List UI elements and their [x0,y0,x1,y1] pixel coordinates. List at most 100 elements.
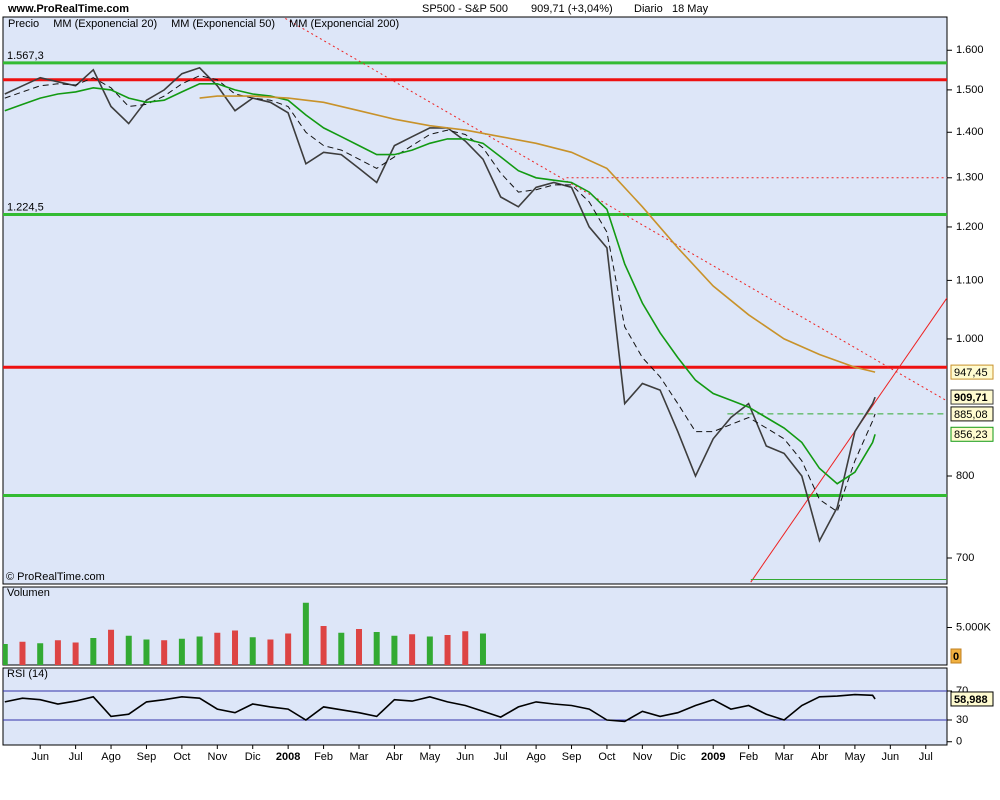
value-label-box [950,389,994,405]
x-tick-label: Feb [739,751,758,763]
x-tick-label: May [845,751,866,763]
panel [2,667,948,746]
volume-bar [19,641,26,665]
value-label-box [950,426,994,442]
site-name: www.ProRealTime.com [7,3,129,15]
volume-bar [285,633,292,665]
volume-bar [54,640,61,665]
y-tick-label: 5.000K [956,621,992,633]
volume-bar [143,639,150,665]
volume-bar [108,629,115,665]
x-tick-label: Oct [598,751,615,763]
legend-entry: MM (Exponencial 200) [289,18,399,30]
y-tick-label: 1.100 [956,274,984,286]
y-tick-label: 1.000 [956,333,984,345]
volume-bar [72,642,79,665]
x-tick-label: Sep [562,751,582,763]
trend-line [750,297,947,583]
value-label: 856,23 [954,429,988,441]
series-line [4,693,876,723]
volume-bar [444,635,451,665]
y-tick-label: 1.400 [956,126,984,138]
x-tick-label: Dic [245,751,261,763]
value-label-box [950,406,994,422]
quote: 909,71 (+3,04%) [531,3,613,15]
plot-area [3,18,947,583]
y-tick-label: 1.300 [956,172,984,184]
y-tick-label: 1.500 [956,84,984,96]
x-tick-label: 2009 [701,751,725,763]
volume-bar [90,638,97,665]
volume-bar [409,634,416,665]
volume-bar [37,643,44,665]
volume-bar [178,638,185,665]
value-label-box [950,364,994,380]
date: 18 May [672,3,709,15]
volume-bar [373,632,380,665]
volume-bar [338,632,345,665]
period: Diario [634,3,663,15]
footnote: © ProRealTime.com [6,571,105,583]
x-tick-label: Jul [69,751,83,763]
x-tick-label: Abr [811,751,828,763]
volume-bar [302,602,309,665]
volume-bar [355,629,362,665]
x-tick-label: Nov [633,751,653,763]
x-tick-label: May [419,751,440,763]
legend-entry: Precio [8,18,39,30]
x-tick-label: Sep [137,751,157,763]
x-tick-label: Jun [881,751,899,763]
level-label: 1.567,3 [7,50,44,62]
panel-title: Volumen [7,587,50,599]
value-label: 885,08 [954,409,988,421]
x-tick-label: Dic [670,751,686,763]
value-label-box [950,648,962,664]
volume-bar [320,626,327,665]
x-tick-label: Feb [314,751,333,763]
volume-bar [391,635,398,665]
volume-bar [462,631,469,665]
volume-bar [161,640,168,665]
x-tick-label: Mar [775,751,794,763]
value-label: 909,71 [954,392,988,404]
panel [2,586,948,666]
y-tick-label: 30 [956,714,968,726]
volume-bar [214,632,221,665]
volume-bar [125,635,132,665]
legend-entry: MM (Exponencial 50) [171,18,275,30]
plot-area [3,690,947,723]
plot-area [3,602,486,665]
y-tick-label: 1.200 [956,221,984,233]
volume-bar [232,630,239,665]
y-tick-label: 700 [956,552,974,564]
volume-bar [267,639,274,665]
value-label: 947,45 [954,367,988,379]
x-tick-label: Mar [350,751,369,763]
volume-bar [479,633,486,665]
y-tick-label: 1.600 [956,44,984,56]
series-line [4,83,876,485]
trend-line [285,18,947,402]
volume-bar [249,637,256,665]
x-tick-label: Jun [31,751,49,763]
x-tick-label: Jun [456,751,474,763]
x-tick-label: Jul [494,751,508,763]
x-tick-label: Jul [919,751,933,763]
value-label-box [950,691,994,707]
volume-bar [3,644,8,665]
value-label: 0 [953,651,959,663]
x-tick-label: Ago [526,751,546,763]
volume-bar [196,636,203,665]
value-label: 58,988 [954,694,988,706]
y-tick-label: 800 [956,470,974,482]
series-line [199,95,876,373]
x-tick-label: 2008 [276,751,300,763]
x-tick-label: Oct [173,751,190,763]
panel [2,16,948,585]
legend-entry: MM (Exponencial 20) [53,18,157,30]
x-tick-label: Abr [386,751,403,763]
level-label: 1.224,5 [7,201,44,213]
x-tick-label: Nov [208,751,228,763]
